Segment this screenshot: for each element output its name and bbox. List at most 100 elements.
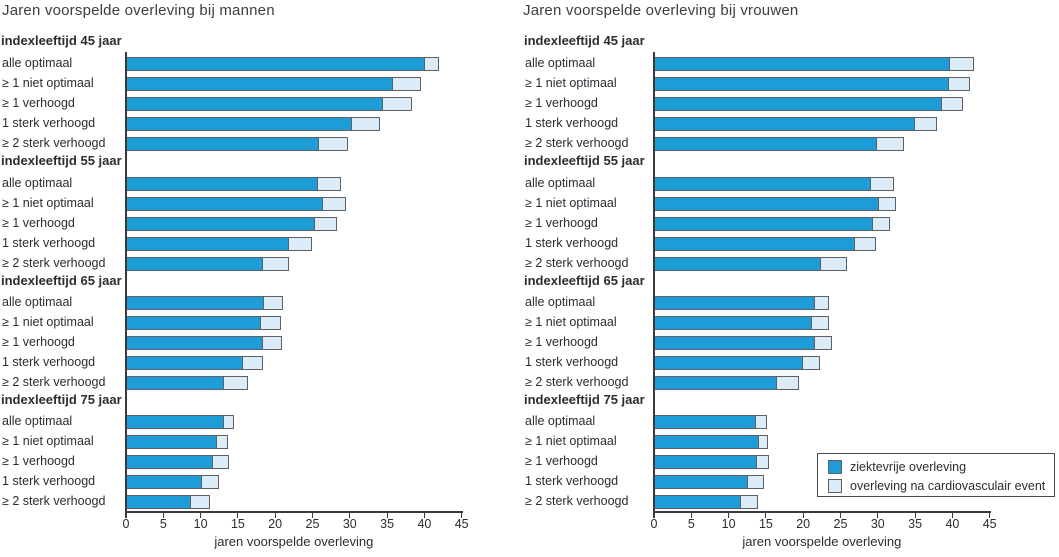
bar-segment-disease-free — [126, 197, 324, 211]
bar-segment-disease-free — [654, 495, 742, 509]
y-axis-line — [653, 52, 655, 513]
bar-segment-post-event — [222, 376, 249, 390]
row-label: ≥ 1 verhoogd — [525, 335, 598, 349]
bar-segment-post-event — [775, 376, 799, 390]
row-label: ≥ 1 verhoogd — [525, 454, 598, 468]
row-label: ≥ 1 niet optimaal — [525, 315, 617, 329]
bar-segment-disease-free — [654, 177, 872, 191]
x-axis-tick-label: 20 — [796, 517, 811, 531]
bar-segment-disease-free — [126, 495, 192, 509]
row-label: ≥ 1 verhoogd — [2, 454, 75, 468]
bar-segment-post-event — [222, 415, 235, 429]
x-axis-tick-label: 30 — [870, 517, 885, 531]
x-axis-tick — [200, 512, 202, 518]
chart-title: Jaren voorspelde overleving bij vrouwen — [523, 2, 799, 19]
bar-segment-post-event — [260, 316, 282, 330]
row-label: ≥ 2 sterk verhoogd — [2, 256, 106, 270]
bar-segment-disease-free — [654, 117, 916, 131]
row-label: ≥ 2 sterk verhoogd — [2, 136, 106, 150]
bar-segment-disease-free — [654, 257, 822, 271]
legend-item-disease-free: ziektevrije overleving — [828, 459, 966, 475]
x-axis-tick-label: 0 — [122, 517, 130, 531]
row-label: ≥ 1 niet optimaal — [525, 434, 617, 448]
bar-segment-disease-free — [654, 237, 856, 251]
group-header: indexleeftijd 75 jaar — [1, 392, 122, 407]
bar-segment-post-event — [200, 475, 220, 489]
row-label: ≥ 1 verhoogd — [2, 96, 75, 110]
bar-segment-post-event — [813, 336, 833, 350]
x-axis-tick-label: 5 — [159, 517, 167, 531]
bar-segment-post-event — [747, 475, 764, 489]
bar-segment-post-event — [949, 57, 975, 71]
x-axis-tick — [653, 512, 655, 518]
row-label: alle optimaal — [525, 56, 596, 70]
bar-segment-post-event — [739, 495, 758, 509]
x-axis-tick-label: 20 — [268, 517, 283, 531]
bar-segment-post-event — [424, 57, 440, 71]
x-axis-line — [653, 511, 992, 513]
row-label: ≥ 1 niet optimaal — [525, 76, 617, 90]
x-axis-tick — [989, 512, 991, 518]
bar-segment-disease-free — [654, 475, 749, 489]
row-label: alle optimaal — [2, 176, 73, 190]
bar-segment-post-event — [211, 455, 229, 469]
x-axis-title: jaren voorspelde overleving — [742, 534, 902, 549]
row-label: ≥ 1 verhoogd — [2, 216, 75, 230]
bar-segment-disease-free — [126, 217, 316, 231]
x-axis-tick-label: 5 — [687, 517, 695, 531]
bar-segment-post-event — [758, 435, 769, 449]
row-label: 1 sterk verhoogd — [2, 236, 96, 250]
x-axis-line — [125, 511, 464, 513]
bar-segment-disease-free — [126, 475, 203, 489]
bar-segment-post-event — [262, 296, 283, 310]
x-axis-tick-label: 35 — [908, 517, 923, 531]
bar-segment-disease-free — [126, 435, 217, 449]
row-label: ≥ 2 sterk verhoogd — [525, 136, 629, 150]
row-label: ≥ 1 verhoogd — [2, 335, 75, 349]
bar-segment-disease-free — [126, 296, 264, 310]
bar-segment-disease-free — [126, 57, 426, 71]
x-axis-tick-label: 10 — [721, 517, 736, 531]
row-label: alle optimaal — [525, 414, 596, 428]
bar-segment-post-event — [316, 177, 341, 191]
group-header: indexleeftijd 55 jaar — [524, 153, 645, 168]
bar-segment-disease-free — [126, 415, 225, 429]
bar-segment-post-event — [313, 217, 338, 231]
bar-segment-post-event — [381, 97, 413, 111]
x-axis-tick — [125, 512, 127, 518]
x-axis-tick — [423, 512, 425, 518]
row-label: ≥ 1 niet optimaal — [2, 315, 94, 329]
x-axis-tick — [690, 512, 692, 518]
legend: ziektevrije overleving overleving na car… — [817, 453, 1055, 497]
bar-segment-disease-free — [654, 296, 816, 310]
x-axis-tick-label: 15 — [758, 517, 773, 531]
bar-segment-disease-free — [654, 316, 813, 330]
x-axis-tick-label: 25 — [833, 517, 848, 531]
group-header: indexleeftijd 75 jaar — [524, 392, 645, 407]
legend-label-post-event: overleving na cardiovasculair event — [850, 479, 1046, 493]
bar-segment-post-event — [261, 336, 282, 350]
row-label: ≥ 1 niet optimaal — [2, 76, 94, 90]
bar-segment-disease-free — [654, 455, 758, 469]
y-axis-line — [125, 52, 127, 513]
row-label: ≥ 1 verhoogd — [525, 216, 598, 230]
x-axis-tick-label: 40 — [417, 517, 432, 531]
group-header: indexleeftijd 45 jaar — [1, 33, 122, 48]
bar-segment-disease-free — [654, 77, 950, 91]
bar-segment-disease-free — [126, 117, 353, 131]
bar-segment-disease-free — [654, 197, 880, 211]
bar-segment-post-event — [819, 257, 848, 271]
legend-item-post-event: overleving na cardiovasculair event — [828, 478, 1045, 494]
x-axis-tick — [274, 512, 276, 518]
x-axis-tick — [728, 512, 730, 518]
x-axis-tick-label: 45 — [982, 517, 997, 531]
bar-segment-disease-free — [654, 57, 951, 71]
bar-segment-post-event — [242, 356, 263, 370]
row-label: alle optimaal — [525, 295, 596, 309]
bar-segment-disease-free — [126, 336, 264, 350]
group-header: indexleeftijd 65 jaar — [1, 273, 122, 288]
x-axis-tick — [386, 512, 388, 518]
bar-segment-disease-free — [654, 376, 778, 390]
bar-segment-disease-free — [126, 376, 225, 390]
